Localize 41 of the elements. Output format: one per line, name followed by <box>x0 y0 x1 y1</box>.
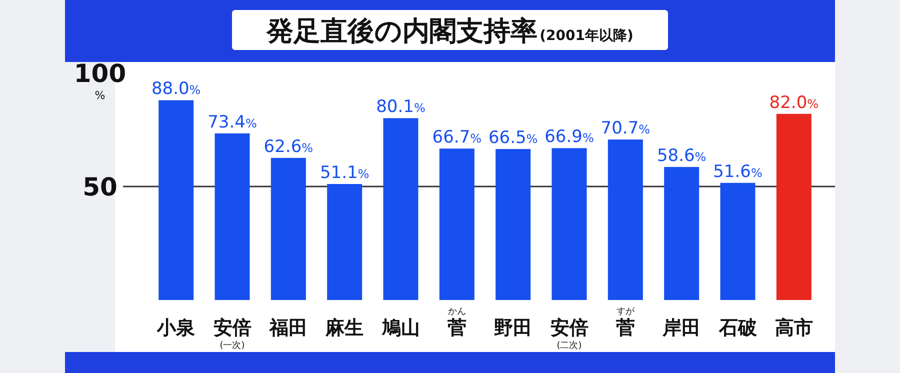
x-tick-label: 石破 <box>718 317 758 339</box>
x-tick-label: かん菅 <box>446 307 466 339</box>
y-axis-title: % <box>94 89 106 102</box>
bar <box>720 182 756 300</box>
chart-subtitle: (2001年以降) <box>540 28 634 44</box>
bar <box>496 149 531 300</box>
data-label: 73.4% <box>208 112 257 132</box>
bar <box>664 166 700 300</box>
x-tick-label: 野田 <box>494 317 532 339</box>
x-tick-label: 安倍 (一次) <box>213 317 252 351</box>
x-tick-label: すが菅 <box>614 307 636 339</box>
bar <box>270 158 306 300</box>
x-tick-label: 小泉 <box>156 317 196 339</box>
bar <box>776 114 812 300</box>
x-tick-label: 福田 <box>268 317 308 339</box>
bar <box>383 118 418 300</box>
data-label: 66.7% <box>432 128 482 148</box>
x-tick-label: 安倍 (二次) <box>550 317 588 351</box>
data-label: 62.6% <box>264 136 314 157</box>
bar <box>327 184 362 300</box>
bar <box>439 148 474 300</box>
data-label: 66.5% <box>488 128 538 148</box>
bar <box>214 133 250 300</box>
y-tick-label: 50 <box>82 172 118 202</box>
data-label: 51.1% <box>320 163 370 184</box>
data-label: 88.0% <box>151 79 201 100</box>
bar <box>158 100 194 300</box>
data-label: 66.9% <box>544 127 594 148</box>
x-tick-label: 麻生 <box>324 317 364 339</box>
bar <box>608 140 643 300</box>
x-tick-label: 高市 <box>774 317 813 339</box>
data-label: 80.1% <box>376 97 426 118</box>
data-label: 58.6% <box>656 146 706 166</box>
y-tick-label: 100 <box>74 59 126 88</box>
data-label: 51.6% <box>713 162 762 182</box>
bar <box>552 148 587 300</box>
data-label: 82.0% <box>769 92 819 113</box>
data-label: 70.7% <box>600 118 650 139</box>
x-tick-label: 鳩山 <box>380 317 420 339</box>
x-tick-label: 岸田 <box>662 317 701 339</box>
chart-title: 発足直後の内閣支持率 <box>266 16 538 47</box>
